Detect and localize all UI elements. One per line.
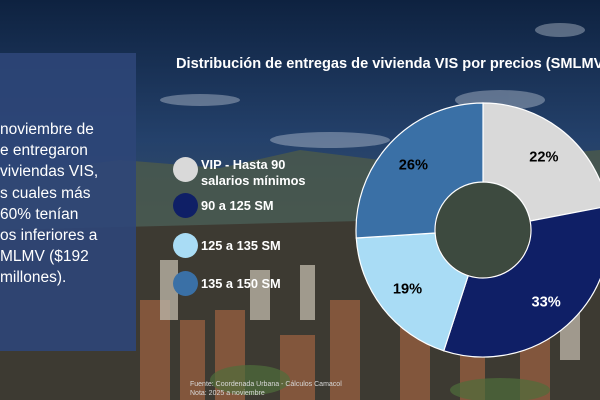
summary-panel bbox=[0, 53, 136, 351]
summary-text: noviembre de e entregaron viviendas VIS, s … bbox=[0, 119, 150, 289]
summary-line: os inferiores a bbox=[0, 227, 98, 245]
source-note: Fuente: Coordenada Urbana - Cálculos Cam… bbox=[190, 380, 342, 398]
donut-slice bbox=[442, 207, 600, 358]
summary-line: viviendas VIS, bbox=[0, 163, 99, 181]
summary-line: noviembre de bbox=[0, 121, 94, 138]
slice-value-label: 19% bbox=[393, 282, 422, 298]
legend-swatch-90-125 bbox=[173, 193, 198, 218]
slice-value-label: 22% bbox=[529, 149, 558, 165]
legend-swatch-135-150 bbox=[173, 271, 198, 296]
chart-title: Distribución de entregas de vivienda VIS… bbox=[176, 56, 600, 72]
summary-line: 60% tenían bbox=[0, 205, 79, 223]
summary-line: millones). bbox=[0, 269, 67, 287]
donut-slice bbox=[482, 102, 600, 222]
donut-slice bbox=[355, 102, 484, 239]
legend-item-vip: VIP - Hasta 90 salarios mínimos bbox=[173, 157, 306, 189]
legend-swatch-125-135 bbox=[173, 233, 198, 258]
summary-line: s cuales más bbox=[0, 184, 91, 202]
summary-line: MLMV ($192 bbox=[0, 248, 89, 266]
legend-item-125-135: 125 a 135 SM bbox=[173, 233, 281, 258]
donut-hole bbox=[436, 183, 530, 277]
donut-slice bbox=[355, 232, 469, 352]
legend-item-135-150: 135 a 150 SM bbox=[173, 271, 281, 296]
note-line: Nota: 2025 a noviembre bbox=[190, 390, 265, 397]
legend-label-90-125: 90 a 125 SM bbox=[201, 198, 274, 213]
source-line: Fuente: Coordenada Urbana - Cálculos Cam… bbox=[190, 381, 342, 388]
slice-value-label: 26% bbox=[399, 158, 428, 174]
legend-item-90-125: 90 a 125 SM bbox=[173, 193, 274, 218]
legend-swatch-vip bbox=[173, 157, 198, 182]
legend-label-vip: VIP - Hasta 90 salarios mínimos bbox=[201, 157, 306, 188]
legend-label-125-135: 125 a 135 SM bbox=[201, 238, 281, 253]
summary-line: e entregaron bbox=[0, 142, 88, 160]
legend-label-135-150: 135 a 150 SM bbox=[201, 276, 281, 291]
slice-value-label: 33% bbox=[532, 295, 561, 311]
